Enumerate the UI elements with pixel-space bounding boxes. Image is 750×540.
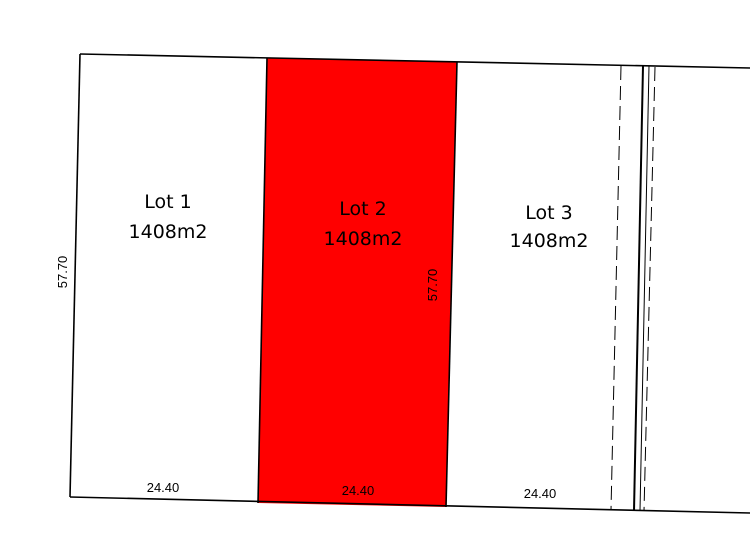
frontage-label: 24.40 — [342, 483, 375, 498]
lot-divider — [445, 61, 458, 508]
easement-line — [633, 65, 644, 512]
bottom-boundary — [69, 496, 750, 514]
frontage-label: 24.40 — [147, 480, 180, 495]
lot-area: 1408m2 — [324, 228, 403, 250]
lot-name: Lot 1 — [144, 191, 191, 213]
dashed-line — [610, 65, 622, 511]
top-boundary — [79, 53, 750, 69]
frontage-label: 24.40 — [524, 486, 557, 501]
lot-area: 1408m2 — [510, 230, 589, 252]
lot-name: Lot 3 — [525, 202, 572, 224]
inner-depth-label: 57.70 — [425, 269, 440, 302]
dashed-line — [643, 66, 656, 512]
depth-label: 57.70 — [55, 256, 70, 289]
left-boundary — [69, 53, 81, 498]
easement-line — [639, 65, 650, 512]
lot-name: Lot 2 — [339, 198, 386, 220]
lot-divider — [257, 57, 268, 504]
lot-area: 1408m2 — [129, 221, 208, 243]
lot-2-highlight — [258, 58, 457, 507]
boundaries — [69, 53, 750, 514]
